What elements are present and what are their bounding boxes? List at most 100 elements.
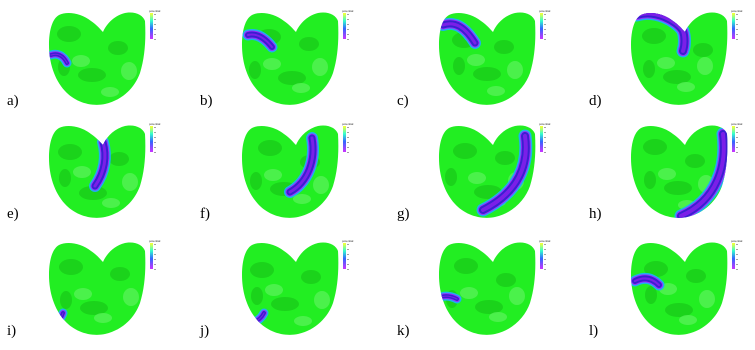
field-patch [314, 291, 330, 309]
field-patch [467, 54, 485, 66]
field-patch [664, 181, 692, 195]
colorbar-tick [347, 132, 349, 133]
field-patch [509, 287, 525, 305]
colorbar [150, 243, 153, 269]
colorbar-tick [154, 249, 156, 250]
field-patch [78, 68, 106, 82]
colorbar-tick [347, 152, 349, 153]
colorbar [732, 126, 735, 152]
field-patch [250, 262, 274, 278]
wave-front [288, 136, 315, 194]
panel-a: a) potential [7, 5, 161, 120]
wave-front [635, 12, 687, 53]
domain-shape [242, 125, 339, 218]
field-patch [110, 267, 130, 281]
simulation-heatmap: potential [49, 9, 161, 105]
simulation-heatmap: potential [242, 9, 354, 105]
simulation-heatmap: potential [439, 239, 551, 335]
domain-shape [631, 242, 728, 335]
simulation-heatmap: potential [631, 122, 743, 218]
simulation-heatmap: potential [242, 239, 354, 335]
field-patch [312, 58, 328, 76]
field-patch [121, 62, 137, 80]
colorbar-tick [347, 137, 349, 138]
field-patch [108, 41, 128, 55]
wave-front [679, 132, 726, 218]
panel-j: j) potential [200, 235, 354, 350]
colorbar-tick [544, 249, 546, 250]
colorbar [343, 126, 346, 152]
field-patch [460, 287, 478, 299]
field-patch [445, 168, 457, 186]
colorbar-tick [154, 127, 156, 128]
field-patch [699, 290, 715, 308]
field-patch [507, 61, 523, 79]
panel-d: d) potential [589, 5, 743, 120]
field-patch [645, 286, 657, 304]
panel-l: l) potential [589, 235, 743, 350]
colorbar-tick [347, 19, 349, 20]
colorbar-tick [154, 132, 156, 133]
field-patch [299, 37, 319, 51]
field-patch [292, 83, 310, 93]
colorbar-title: potential [539, 122, 551, 126]
simulation-heatmap: potential [439, 122, 551, 218]
colorbar-tick [347, 34, 349, 35]
colorbar-tick [154, 39, 156, 40]
field-patch [685, 154, 705, 168]
panel-label: f) [200, 206, 210, 222]
simulation-heatmap: potential [631, 9, 743, 105]
field-patch [258, 140, 282, 156]
colorbar-tick [544, 39, 546, 40]
field-patch [123, 288, 139, 306]
field-patch [644, 261, 668, 277]
colorbar [732, 243, 735, 269]
panel-label: k) [397, 323, 410, 339]
colorbar-tick [347, 249, 349, 250]
wave-front [634, 277, 660, 286]
field-patch [263, 58, 281, 70]
colorbar [343, 243, 346, 269]
colorbar-tick [736, 249, 738, 250]
colorbar-tick [736, 269, 738, 270]
colorbar-tick [154, 259, 156, 260]
colorbar-tick [347, 264, 349, 265]
colorbar-tick [736, 24, 738, 25]
colorbar-tick [347, 39, 349, 40]
colorbar-tick [154, 269, 156, 270]
colorbar-title: potential [342, 9, 354, 13]
field-patch [495, 151, 515, 165]
wave-front [93, 140, 107, 188]
simulation-heatmap: potential [242, 122, 354, 218]
field-patch [475, 300, 503, 314]
panel-h: h) potential [589, 118, 743, 233]
panel-g: g) potential [397, 118, 551, 233]
panel-c: c) potential [397, 5, 551, 120]
colorbar-title: potential [731, 122, 743, 126]
field-patch [643, 60, 655, 78]
colorbar-title: potential [342, 239, 354, 243]
colorbar-tick [154, 24, 156, 25]
panel-label: g) [397, 206, 410, 222]
field-patch [264, 169, 282, 181]
field-patch [80, 301, 108, 315]
colorbar-title: potential [539, 9, 551, 13]
colorbar-tick [544, 24, 546, 25]
colorbar-title: potential [149, 9, 161, 13]
panel-b: b) potential [200, 5, 354, 120]
panel-label: j) [200, 323, 210, 339]
simulation-heatmap: potential [439, 9, 551, 105]
simulation-heatmap: potential [49, 239, 161, 335]
colorbar-tick [544, 147, 546, 148]
colorbar-tick [347, 14, 349, 15]
colorbar-tick [347, 29, 349, 30]
colorbar-tick [736, 264, 738, 265]
colorbar-tick [736, 29, 738, 30]
colorbar-tick [736, 39, 738, 40]
panel-k: k) potential [397, 235, 551, 350]
field-patch [686, 269, 706, 283]
domain-shape [242, 12, 339, 105]
field-patch [58, 144, 82, 160]
colorbar [540, 243, 543, 269]
simulation-heatmap: potential [631, 239, 743, 335]
